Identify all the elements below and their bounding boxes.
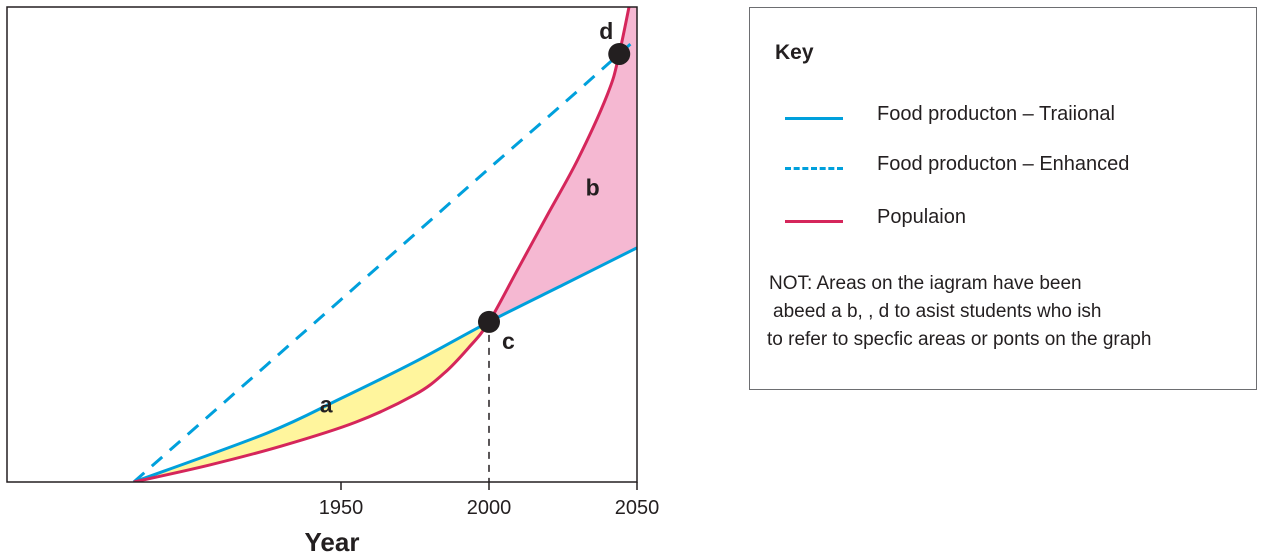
legend-item-food-traditional: Food producton – Traiional <box>785 103 1245 133</box>
legend: Key Food producton – Traiional Food prod… <box>749 7 1257 390</box>
area-b <box>489 7 637 322</box>
note-line-1: NOT: Areas on the iagram have been <box>769 273 1082 294</box>
legend-item-population: Populaion <box>785 206 1245 236</box>
note-line-2: abeed a b, , d to asist students who ish <box>773 301 1102 322</box>
point-label-d: d <box>599 18 613 44</box>
legend-swatch-dashed-blue <box>785 167 843 170</box>
legend-label: Food producton – Traiional <box>877 103 1115 125</box>
legend-swatch-red <box>785 220 843 223</box>
legend-swatch-solid-blue <box>785 117 843 120</box>
area-a <box>133 321 490 482</box>
x-tick-label: 2050 <box>615 497 660 519</box>
note-line-3: to refer to specfic areas or ponts on th… <box>767 329 1152 350</box>
legend-label: Food producton – Enhanced <box>877 153 1130 175</box>
series-line-2 <box>133 7 631 482</box>
series-line-0 <box>133 246 637 482</box>
area-label-b: b <box>586 175 600 201</box>
area-label-a: a <box>320 392 333 418</box>
x-tick-label: 1950 <box>319 497 364 519</box>
point-label-c: c <box>502 328 515 354</box>
x-axis-title: Year <box>305 527 360 557</box>
point-c <box>478 310 500 333</box>
x-tick-label: 2000 <box>467 497 512 519</box>
legend-item-food-enhanced: Food producton – Enhanced <box>785 153 1245 183</box>
point-d <box>608 43 631 66</box>
legend-label: Populaion <box>877 206 966 228</box>
legend-note: NOT: Areas on the iagram have been abeed… <box>767 270 1249 354</box>
plot-border <box>6 6 638 483</box>
series-line-1 <box>132 37 637 482</box>
legend-title: Key <box>775 41 814 64</box>
plot-area: 1950 2000 2050 c d a b <box>6 6 660 519</box>
